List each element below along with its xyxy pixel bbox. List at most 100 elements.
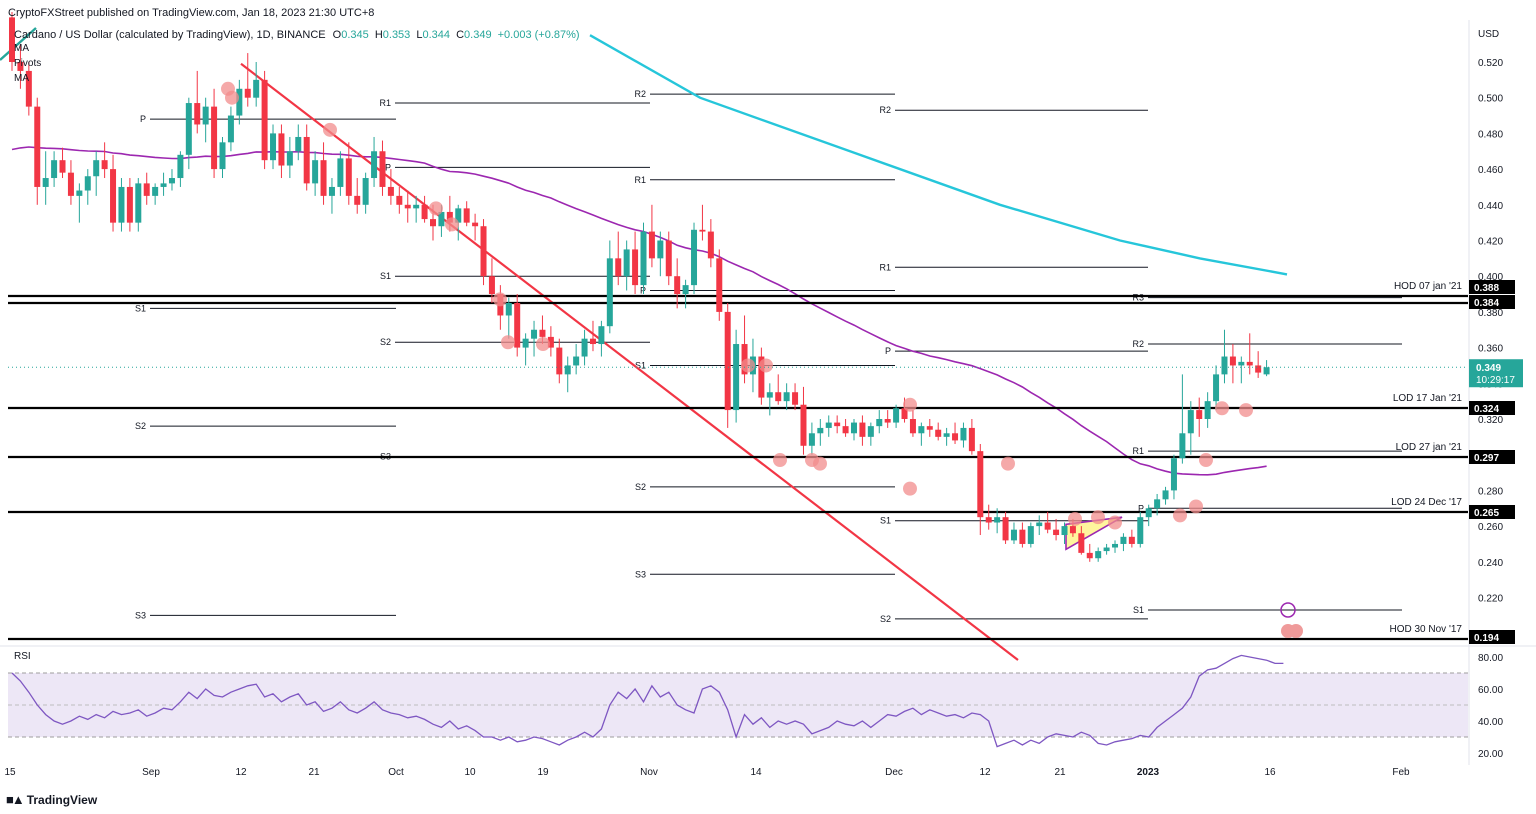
candle-body bbox=[110, 169, 117, 223]
level-price-tag bbox=[1469, 630, 1515, 644]
candle-body bbox=[901, 408, 908, 419]
pivot-label: S2 bbox=[380, 337, 391, 347]
candle-body bbox=[438, 211, 445, 227]
candle-body bbox=[185, 103, 192, 155]
candle-body bbox=[67, 172, 74, 196]
currency-label: USD bbox=[1478, 29, 1500, 40]
candle-body bbox=[615, 258, 622, 277]
y-tick-label: 0.520 bbox=[1478, 58, 1503, 69]
y-tick-label: 0.500 bbox=[1478, 94, 1503, 105]
tradingview-brand: TradingView bbox=[26, 792, 98, 807]
candle-body bbox=[328, 186, 335, 196]
candle-body bbox=[1036, 522, 1043, 527]
touch-marker bbox=[1091, 510, 1105, 525]
candle-body bbox=[1204, 401, 1211, 419]
y-tick-label: 0.380 bbox=[1478, 308, 1503, 319]
pivot-label: P bbox=[640, 285, 646, 295]
level-price-tag bbox=[1469, 450, 1515, 464]
candle-body bbox=[514, 302, 521, 348]
candle-body bbox=[1053, 529, 1060, 536]
level-price-tag-text: 0.324 bbox=[1474, 404, 1499, 415]
candle-body bbox=[665, 240, 672, 277]
ohlc-change: +0.003 (+0.87%) bbox=[497, 29, 580, 41]
candle-body bbox=[227, 115, 234, 143]
candle-body bbox=[472, 222, 479, 227]
uptrend-line bbox=[0, 27, 37, 61]
candle-body bbox=[337, 158, 344, 187]
candle-body bbox=[101, 160, 108, 170]
candle-body bbox=[1095, 551, 1102, 559]
candle-body bbox=[994, 517, 1001, 523]
pivot-label: P bbox=[140, 114, 146, 124]
candle-body bbox=[640, 231, 647, 286]
candle-body bbox=[766, 392, 773, 398]
pivot-label: R1 bbox=[1132, 446, 1144, 456]
candle-body bbox=[598, 326, 605, 345]
x-tick-label: 2023 bbox=[1137, 767, 1160, 778]
x-tick-label: 21 bbox=[308, 767, 320, 778]
candle-body bbox=[488, 276, 495, 295]
key-level-label: LOD 17 Jan '21 bbox=[1393, 393, 1463, 404]
touch-marker bbox=[903, 481, 917, 496]
pivot-label: S1 bbox=[635, 360, 646, 370]
candle-body bbox=[1069, 526, 1076, 534]
candle-body bbox=[505, 302, 512, 316]
candle-body bbox=[93, 160, 100, 177]
candle-body bbox=[244, 88, 251, 98]
legend-ma-2[interactable]: MA bbox=[14, 73, 29, 84]
candle-body bbox=[977, 451, 984, 518]
touch-marker bbox=[773, 453, 787, 468]
candle-body bbox=[691, 229, 698, 286]
last-price-tag bbox=[1469, 359, 1523, 388]
candle-body bbox=[1019, 529, 1026, 544]
ohlc-o-label: O bbox=[332, 29, 342, 41]
x-tick-label: 14 bbox=[750, 767, 762, 778]
pivot-label: S2 bbox=[880, 614, 891, 624]
candle-body bbox=[707, 231, 714, 259]
pivot-label: R3 bbox=[1132, 293, 1144, 303]
level-price-tag-text: 0.297 bbox=[1474, 453, 1499, 464]
candle-body bbox=[926, 426, 933, 430]
candle-body bbox=[876, 419, 883, 427]
candle-body bbox=[446, 211, 453, 223]
touch-marker bbox=[1108, 515, 1122, 530]
candle-body bbox=[783, 392, 790, 402]
candle-body bbox=[236, 88, 243, 116]
ma200-line bbox=[589, 34, 1288, 276]
touch-marker bbox=[429, 201, 443, 216]
candle-body bbox=[884, 419, 891, 423]
y-tick-label: 0.280 bbox=[1478, 486, 1503, 497]
legend-ma-1[interactable]: MA bbox=[14, 43, 29, 54]
rsi-label[interactable]: RSI bbox=[14, 651, 31, 662]
candle-body bbox=[808, 433, 815, 446]
candle-body bbox=[741, 344, 748, 375]
pivot-label: R2 bbox=[1132, 339, 1144, 349]
candle-body bbox=[295, 136, 302, 152]
touch-marker bbox=[536, 337, 550, 352]
candle-body bbox=[657, 240, 664, 259]
candle-body bbox=[1162, 490, 1169, 500]
y-tick-label: 0.440 bbox=[1478, 201, 1503, 212]
legend-pivots[interactable]: Pivots bbox=[14, 58, 42, 69]
candle-body bbox=[126, 186, 133, 223]
candle-body bbox=[1229, 356, 1236, 366]
ohlc-low: 0.344 bbox=[422, 29, 451, 41]
candle-body bbox=[84, 176, 91, 191]
candle-body bbox=[413, 204, 420, 209]
rsi-tick-label: 80.00 bbox=[1478, 653, 1503, 664]
x-tick-label: 12 bbox=[979, 767, 991, 778]
key-level-label: LOD 27 jan '21 bbox=[1396, 442, 1463, 453]
candle-body bbox=[1179, 433, 1186, 459]
candle-body bbox=[1086, 552, 1093, 559]
candle-body bbox=[893, 408, 900, 423]
ohlc-high: 0.353 bbox=[382, 29, 411, 41]
candle-body bbox=[59, 160, 66, 173]
candle-body bbox=[1078, 533, 1085, 553]
level-price-tag bbox=[1469, 401, 1515, 415]
candle-body bbox=[632, 249, 639, 286]
tradingview-logo[interactable]: ■▲ TradingView bbox=[6, 792, 97, 807]
candle-body bbox=[455, 208, 462, 223]
candle-body bbox=[859, 422, 866, 437]
candle-body bbox=[270, 133, 277, 161]
